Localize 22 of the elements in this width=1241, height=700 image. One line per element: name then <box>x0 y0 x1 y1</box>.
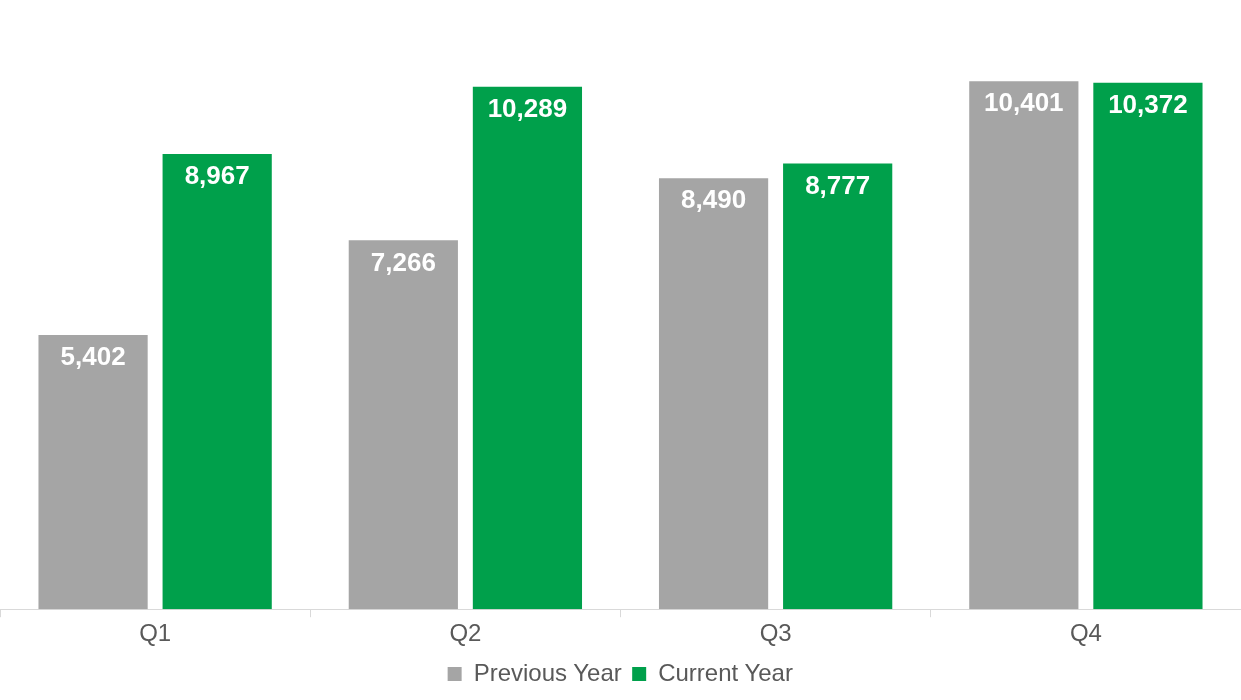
data-label: 10,372 <box>1108 88 1188 119</box>
bar <box>472 86 583 610</box>
bar <box>38 334 148 610</box>
data-label: 10,289 <box>487 93 568 124</box>
data-label: 8,490 <box>681 184 747 215</box>
data-label: 7,266 <box>370 246 436 277</box>
bar <box>969 81 1079 610</box>
bar <box>658 178 769 610</box>
data-label: 10,401 <box>984 87 1064 118</box>
data-label: 8,967 <box>184 160 250 191</box>
x-tick-label: Q4 <box>1069 619 1102 647</box>
bar <box>348 240 458 610</box>
x-tick-label: Q3 <box>759 619 792 647</box>
bar <box>162 153 272 610</box>
bar <box>783 163 893 610</box>
x-tick-label: Q1 <box>139 619 172 647</box>
data-label: 5,402 <box>60 341 126 372</box>
bar <box>1093 82 1203 610</box>
legend-label: Previous Year <box>473 658 622 686</box>
data-label: 8,777 <box>805 169 871 200</box>
legend-label: Current Year <box>658 658 793 686</box>
x-tick-label: Q2 <box>449 619 482 647</box>
